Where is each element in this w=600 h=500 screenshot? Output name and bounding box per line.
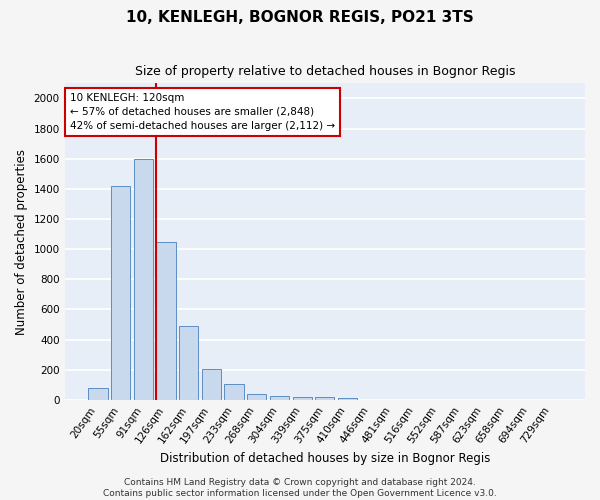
Y-axis label: Number of detached properties: Number of detached properties [15,148,28,334]
Title: Size of property relative to detached houses in Bognor Regis: Size of property relative to detached ho… [134,65,515,78]
Bar [247,394,266,400]
Bar [202,369,221,400]
Bar [179,326,199,400]
Bar [338,398,357,400]
Bar [270,396,289,400]
Bar [315,397,334,400]
Bar [293,396,312,400]
Bar [224,384,244,400]
Text: 10 KENLEGH: 120sqm
← 57% of detached houses are smaller (2,848)
42% of semi-deta: 10 KENLEGH: 120sqm ← 57% of detached hou… [70,93,335,131]
Bar [134,158,153,400]
Bar [157,242,176,400]
Text: Contains HM Land Registry data © Crown copyright and database right 2024.
Contai: Contains HM Land Registry data © Crown c… [103,478,497,498]
Bar [88,388,107,400]
X-axis label: Distribution of detached houses by size in Bognor Regis: Distribution of detached houses by size … [160,452,490,465]
Text: 10, KENLEGH, BOGNOR REGIS, PO21 3TS: 10, KENLEGH, BOGNOR REGIS, PO21 3TS [126,10,474,25]
Bar [111,186,130,400]
